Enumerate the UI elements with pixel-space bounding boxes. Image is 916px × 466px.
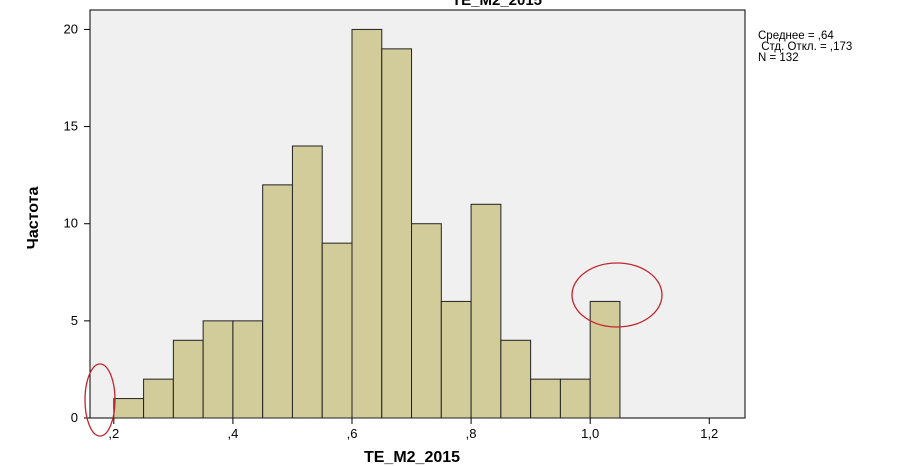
- stat-std-dev: Стд. Откл. = ,173: [758, 41, 853, 53]
- histogram-bar: [172, 339, 204, 419]
- histogram-bar: [262, 184, 293, 419]
- histogram-bar: [202, 320, 234, 419]
- x-tick-label: ,4: [227, 426, 238, 441]
- y-tick-label: 5: [71, 313, 78, 328]
- histogram-bars: [113, 28, 621, 419]
- y-axis: 0 5 10 15 20: [64, 21, 90, 425]
- stat-mean: Среднее = ,64: [758, 30, 834, 42]
- y-tick-label: 0: [71, 410, 78, 425]
- histogram-bar: [470, 203, 502, 419]
- statistics-box: Среднее = ,64 Стд. Откл. = ,173 N = 132: [758, 30, 853, 64]
- histogram-bar: [321, 242, 353, 419]
- annotation-layer: [84, 262, 663, 437]
- y-tick-label: 10: [64, 216, 78, 231]
- histogram-bar: [440, 300, 472, 419]
- y-tick-label: 20: [64, 21, 78, 36]
- histogram-bar: [113, 398, 145, 419]
- annotation-ellipse: [84, 363, 116, 437]
- y-axis-label: Частота: [25, 187, 42, 250]
- x-tick-label: ,6: [347, 426, 358, 441]
- histogram-bar: [143, 378, 174, 419]
- x-tick-label: 1,2: [700, 426, 718, 441]
- chart-title: TE_M2_2015: [452, 0, 542, 9]
- x-axis-label: TE_M2_2015: [364, 449, 460, 466]
- histogram-bar: [381, 48, 413, 419]
- histogram-bar: [232, 320, 264, 419]
- histogram-bar: [559, 378, 591, 419]
- x-axis: ,2 ,4 ,6 ,8 1,0 1,2: [108, 418, 718, 441]
- x-tick-label: 1,0: [581, 426, 599, 441]
- histogram-bar: [411, 223, 442, 419]
- y-tick-label: 15: [64, 119, 78, 134]
- stat-n: N = 132: [758, 52, 799, 64]
- annotation-ellipse: [571, 262, 663, 328]
- histogram-bar: [500, 339, 532, 419]
- histogram-bar: [351, 28, 383, 419]
- histogram-bar: [291, 145, 323, 419]
- histogram-bar: [530, 378, 561, 419]
- x-tick-label: ,2: [108, 426, 119, 441]
- histogram-bar: [589, 300, 621, 419]
- x-tick-label: ,8: [466, 426, 477, 441]
